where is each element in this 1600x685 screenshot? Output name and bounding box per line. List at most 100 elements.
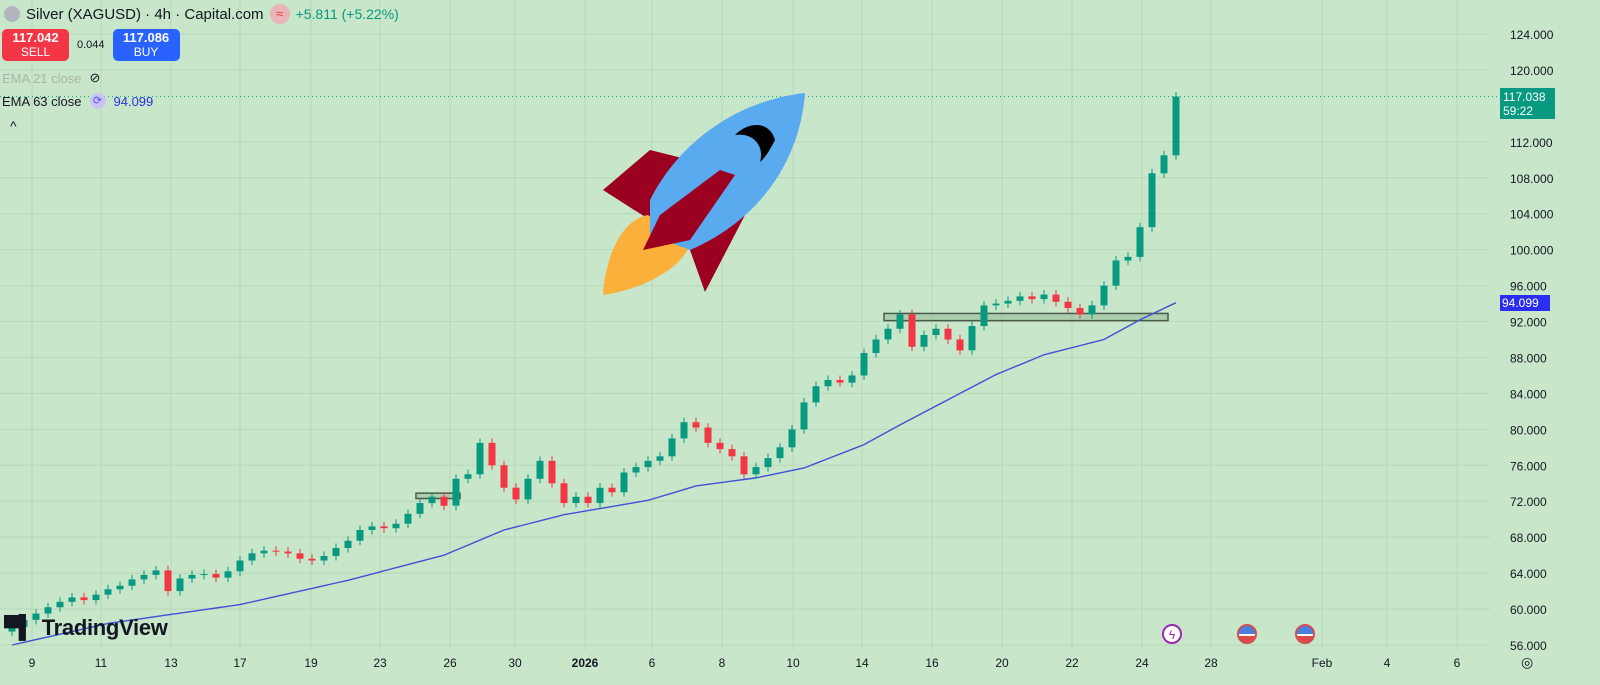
- x-tick-label: 17: [233, 656, 247, 670]
- y-tick-label: 108.000: [1510, 172, 1554, 186]
- x-tick-label: 8: [719, 656, 726, 670]
- candle-body: [188, 574, 196, 579]
- candle-body: [560, 483, 568, 504]
- y-tick-label: 76.000: [1510, 459, 1547, 473]
- y-tick-label: 100.000: [1510, 244, 1554, 258]
- spread: 0.044: [77, 39, 105, 51]
- candle-body: [152, 570, 160, 575]
- chevron-up-icon[interactable]: ^: [10, 118, 17, 134]
- ema-price-label: 94.099: [1500, 295, 1550, 311]
- candle-body: [44, 607, 52, 614]
- candle-body: [1112, 260, 1120, 286]
- candle-body: [140, 574, 148, 580]
- indicator-ema63[interactable]: EMA 63 close ⟳ 94.099: [2, 93, 153, 109]
- candle-body: [644, 460, 652, 468]
- candle-body: [452, 478, 460, 506]
- candle-body: [908, 314, 916, 347]
- y-tick-label: 64.000: [1510, 567, 1547, 581]
- candle-body: [404, 513, 412, 524]
- x-tick-label: 4: [1384, 656, 1391, 670]
- candle-body: [488, 442, 496, 466]
- refresh-icon[interactable]: ⟳: [89, 93, 106, 109]
- y-tick-label: 60.000: [1510, 603, 1547, 617]
- candle-body: [836, 379, 844, 383]
- candle-body: [356, 529, 364, 541]
- candle-body: [512, 487, 520, 500]
- candle-body: [728, 449, 736, 457]
- candle-body: [848, 375, 856, 383]
- x-tick-label: 28: [1204, 656, 1218, 670]
- candle-body: [332, 547, 340, 557]
- candle-body: [968, 326, 976, 351]
- settings-icon[interactable]: ◎: [1521, 654, 1534, 670]
- wave-icon[interactable]: ≈: [269, 4, 290, 24]
- indicator-label: EMA 21 close: [2, 70, 82, 86]
- candle-body: [800, 402, 808, 430]
- sell-button[interactable]: 117.042 SELL: [2, 29, 69, 61]
- us-flag-event-icon[interactable]: [1237, 624, 1257, 644]
- candle-body: [1136, 227, 1144, 257]
- x-tick-label: 23: [373, 656, 387, 670]
- candle-body: [572, 496, 580, 504]
- candle-body: [884, 328, 892, 340]
- candle-body: [416, 503, 424, 514]
- x-tick-label: 30: [508, 656, 522, 670]
- candle-body: [1088, 305, 1096, 315]
- candle-body: [548, 460, 556, 484]
- candle-body: [776, 447, 784, 459]
- candle-body: [656, 456, 664, 461]
- buy-button[interactable]: 117.086 BUY: [112, 29, 180, 61]
- chart-title[interactable]: Silver (XAGUSD) · 4h · Capital.com: [26, 5, 264, 23]
- us-flag-event-icon[interactable]: [1295, 624, 1315, 644]
- price-zone-box: [415, 492, 461, 500]
- candle-body: [992, 303, 1000, 306]
- candle-body: [680, 422, 688, 439]
- x-tick-label: 19: [304, 656, 318, 670]
- candle-body: [32, 613, 40, 620]
- x-tick-label: 6: [1454, 656, 1461, 670]
- sell-price: 117.042: [12, 30, 59, 45]
- indicator-value: 94.099: [113, 93, 154, 109]
- candle-body: [128, 579, 136, 586]
- y-tick-label: 88.000: [1510, 351, 1547, 365]
- candle-body: [380, 526, 388, 529]
- candle-body: [1064, 301, 1072, 309]
- candle-body: [212, 574, 220, 578]
- candle-body: [524, 478, 532, 500]
- x-tick-label: 6: [649, 656, 656, 670]
- y-tick-label: 120.000: [1510, 64, 1554, 78]
- candle-body: [740, 456, 748, 475]
- candle-body: [476, 442, 484, 475]
- price-zone-box: [883, 312, 1169, 322]
- indicator-ema21[interactable]: EMA 21 close ⊘: [2, 70, 100, 86]
- candle-body: [584, 496, 592, 504]
- x-tick-label: 16: [925, 656, 939, 670]
- y-tick-label: 56.000: [1510, 639, 1547, 653]
- candle-body: [536, 460, 544, 479]
- candle-body: [956, 339, 964, 351]
- x-tick-label: 10: [786, 656, 800, 670]
- candle-body: [980, 305, 988, 327]
- candle-body: [1160, 155, 1168, 174]
- candle-body: [1052, 294, 1060, 302]
- candle-body: [272, 550, 280, 552]
- last-price: 117.038: [1503, 90, 1546, 104]
- x-tick-label: 11: [95, 656, 108, 670]
- x-tick-label: 24: [1135, 656, 1149, 670]
- candle-body: [1124, 256, 1132, 261]
- candle-body: [1100, 285, 1108, 306]
- trade-panel: 117.042 SELL 0.044 117.086 BUY: [2, 29, 180, 61]
- candle-body: [20, 619, 28, 628]
- lightning-event-icon[interactable]: ϟ: [1162, 624, 1182, 644]
- y-tick-label: 72.000: [1510, 495, 1547, 509]
- last-price-label: 117.038 59:22: [1500, 88, 1555, 119]
- candle-body: [344, 540, 352, 548]
- candle-body: [1040, 294, 1048, 300]
- y-tick-label: 84.000: [1510, 387, 1547, 401]
- candle-body: [812, 386, 820, 403]
- eye-off-icon[interactable]: ⊘: [89, 70, 101, 85]
- candle-body: [860, 352, 868, 376]
- candle-body: [68, 597, 76, 602]
- candle-body: [764, 458, 772, 468]
